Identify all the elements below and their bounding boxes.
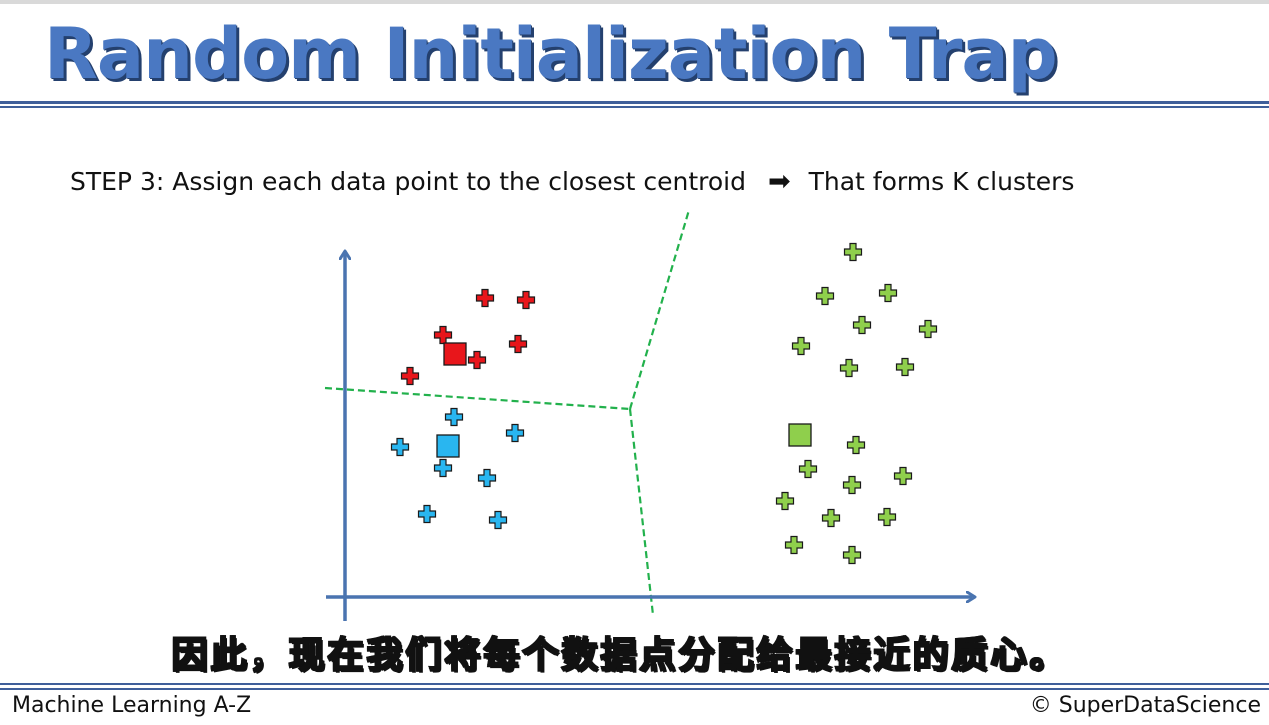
green-data-point (791, 336, 811, 356)
footer-rule-secondary (0, 688, 1269, 690)
green-data-point (918, 319, 938, 339)
green-data-point (893, 466, 913, 486)
step-label: STEP 3: Assign each data point to the cl… (70, 166, 746, 196)
step-result: That forms K clusters (808, 166, 1075, 196)
title-underline-secondary (0, 106, 1269, 108)
red-data-point (400, 366, 420, 386)
red-centroid (443, 342, 467, 366)
blue-data-point (477, 468, 497, 488)
red-data-point (467, 350, 487, 370)
green-data-point (895, 357, 915, 377)
red-data-point (475, 288, 495, 308)
window-top-strip (0, 0, 1269, 4)
green-data-point (839, 358, 859, 378)
title-underline (0, 101, 1269, 104)
right-arrow-icon: ➡ (768, 165, 791, 197)
blue-centroid (436, 434, 460, 458)
blue-data-point (505, 423, 525, 443)
footer-rule (0, 683, 1269, 685)
video-subtitle: 因此，现在我们将每个数据点分配给最接近的质心。 (170, 634, 1069, 677)
red-data-point (508, 334, 528, 354)
blue-data-point (444, 407, 464, 427)
copyright: © SuperDataScience (1029, 693, 1261, 718)
blue-data-point (417, 504, 437, 524)
blue-data-point (433, 458, 453, 478)
blue-data-point (390, 437, 410, 457)
green-data-point (846, 435, 866, 455)
green-data-point (775, 491, 795, 511)
course-name: Machine Learning A-Z (12, 693, 252, 718)
boundary-line (628, 408, 655, 616)
blue-data-point (488, 510, 508, 530)
cluster-boundaries (324, 209, 691, 616)
boundary-line (324, 386, 631, 411)
green-data-point (842, 475, 862, 495)
slide-title: Random Initialization Trap (44, 13, 1058, 95)
red-data-point (516, 290, 536, 310)
green-data-point (815, 286, 835, 306)
green-data-point (784, 535, 804, 555)
green-centroid (788, 423, 812, 447)
green-data-point (852, 315, 872, 335)
green-data-point (877, 507, 897, 527)
green-data-point (843, 242, 863, 262)
data-points (390, 242, 938, 565)
boundary-line (628, 209, 691, 410)
green-data-point (878, 283, 898, 303)
green-data-point (798, 459, 818, 479)
step-caption: STEP 3: Assign each data point to the cl… (70, 164, 1074, 198)
centroids (436, 342, 812, 458)
green-data-point (821, 508, 841, 528)
red-data-point (433, 325, 453, 345)
green-data-point (842, 545, 862, 565)
